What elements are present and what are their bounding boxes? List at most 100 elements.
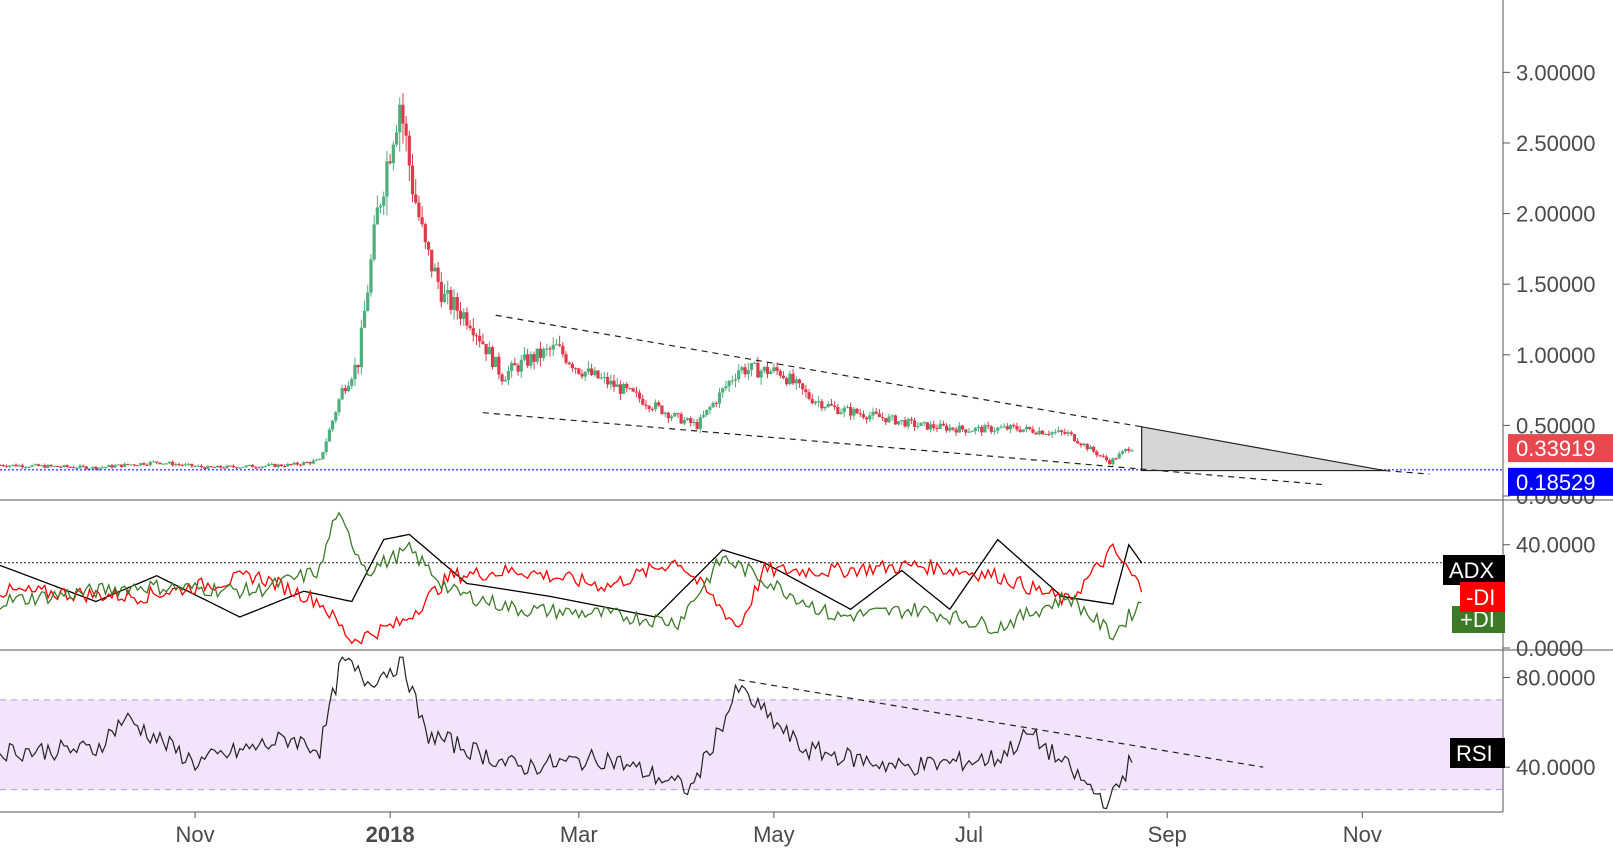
candle-body bbox=[903, 420, 907, 427]
candle-body bbox=[567, 362, 571, 365]
rsi-badge: RSI bbox=[1450, 738, 1505, 768]
candle-body bbox=[935, 427, 939, 429]
candle-body bbox=[299, 464, 303, 466]
dmi-series-di bbox=[0, 543, 1143, 645]
candle-body bbox=[484, 343, 488, 355]
candle-body bbox=[996, 427, 1000, 431]
candle-body bbox=[318, 459, 322, 461]
candle-body bbox=[897, 421, 901, 425]
candle-body bbox=[893, 415, 898, 425]
candle-body bbox=[791, 373, 795, 384]
candle-body bbox=[235, 467, 239, 469]
candle-body bbox=[455, 297, 459, 311]
candle-body bbox=[116, 464, 120, 466]
candle-body bbox=[490, 347, 495, 367]
candle-body bbox=[417, 202, 421, 218]
candle-body bbox=[733, 379, 738, 381]
candle-body bbox=[209, 466, 213, 468]
candle-body bbox=[928, 424, 933, 430]
candle-body bbox=[561, 345, 565, 355]
candle-body bbox=[251, 464, 255, 468]
candle-body bbox=[698, 417, 702, 429]
candle-body bbox=[951, 427, 955, 430]
price-trendline-2 bbox=[482, 412, 1324, 486]
candle-body bbox=[1040, 430, 1045, 435]
x-tick-label: Jul bbox=[955, 822, 983, 847]
candle-body bbox=[986, 425, 990, 427]
price-tick-label: 1.50000 bbox=[1516, 272, 1596, 297]
candle-body bbox=[765, 366, 770, 375]
minus-di-label: -DI bbox=[1466, 585, 1495, 610]
candle-body bbox=[330, 420, 335, 430]
candle-body bbox=[375, 207, 379, 225]
candle-body bbox=[388, 161, 392, 164]
candle-body bbox=[602, 377, 606, 379]
candle-body bbox=[132, 464, 136, 466]
candle-body bbox=[705, 409, 709, 416]
candle-body bbox=[685, 418, 690, 420]
rsi-y-axis: 80.0000 40.0000 bbox=[1503, 665, 1596, 780]
candle-body bbox=[887, 416, 891, 423]
candle-body bbox=[276, 464, 280, 467]
candle-body bbox=[187, 463, 191, 465]
candle-body bbox=[107, 465, 111, 467]
candle-body bbox=[1053, 431, 1057, 433]
last-price-label: 0.33919 bbox=[1516, 436, 1596, 461]
candle-body bbox=[510, 363, 514, 371]
candle-body bbox=[346, 385, 351, 392]
candle-body bbox=[283, 466, 287, 468]
candle-body bbox=[135, 465, 140, 467]
candle-body bbox=[858, 413, 862, 415]
x-axis: Nov 2018 Mar May Jul Sep Nov bbox=[176, 812, 1382, 847]
candle-body bbox=[922, 422, 926, 424]
candle-body bbox=[724, 386, 728, 389]
candle-body bbox=[964, 429, 968, 433]
dmi-tick-label: 40.0000 bbox=[1516, 533, 1596, 558]
candle-body bbox=[497, 356, 501, 375]
candle-body bbox=[558, 344, 562, 346]
candle-body bbox=[203, 467, 207, 469]
candle-body bbox=[11, 464, 15, 466]
candle-body bbox=[302, 462, 306, 465]
candle-body bbox=[689, 418, 693, 423]
candle-body bbox=[167, 461, 172, 464]
candle-body bbox=[366, 292, 370, 311]
candle-body bbox=[772, 367, 776, 372]
candle-body bbox=[14, 464, 18, 467]
candle-body bbox=[916, 426, 920, 428]
candle-body bbox=[100, 467, 104, 469]
x-tick-label: May bbox=[753, 822, 795, 847]
base-price-badge: 0.18529 bbox=[1508, 467, 1613, 496]
candle-body bbox=[81, 465, 85, 467]
candle-body bbox=[273, 463, 277, 467]
candle-body bbox=[267, 464, 271, 466]
candle-body bbox=[1092, 446, 1096, 452]
candle-body bbox=[84, 466, 88, 470]
candle-body bbox=[711, 402, 715, 408]
candle-body bbox=[743, 367, 747, 375]
candle-body bbox=[394, 132, 399, 145]
candle-body bbox=[75, 467, 79, 469]
candle-body bbox=[279, 464, 284, 467]
candle-body bbox=[78, 465, 82, 468]
candle-body bbox=[596, 370, 600, 379]
candle-body bbox=[337, 399, 341, 413]
candle-body bbox=[570, 364, 575, 369]
candle-body bbox=[797, 379, 802, 384]
candle-body bbox=[126, 463, 130, 465]
candle-body bbox=[1124, 449, 1128, 452]
candle-body bbox=[586, 368, 591, 372]
candle-body bbox=[420, 217, 424, 225]
candle-body bbox=[855, 408, 859, 414]
price-tick-label: 2.50000 bbox=[1516, 131, 1596, 156]
candle-body bbox=[628, 388, 632, 390]
candle-body bbox=[324, 441, 328, 453]
candle-body bbox=[1072, 434, 1077, 442]
candle-body bbox=[164, 463, 168, 465]
candle-body bbox=[625, 383, 629, 389]
candle-body bbox=[692, 421, 696, 423]
candle-body bbox=[308, 462, 312, 464]
candle-body bbox=[1095, 451, 1099, 456]
candle-body bbox=[148, 461, 152, 465]
